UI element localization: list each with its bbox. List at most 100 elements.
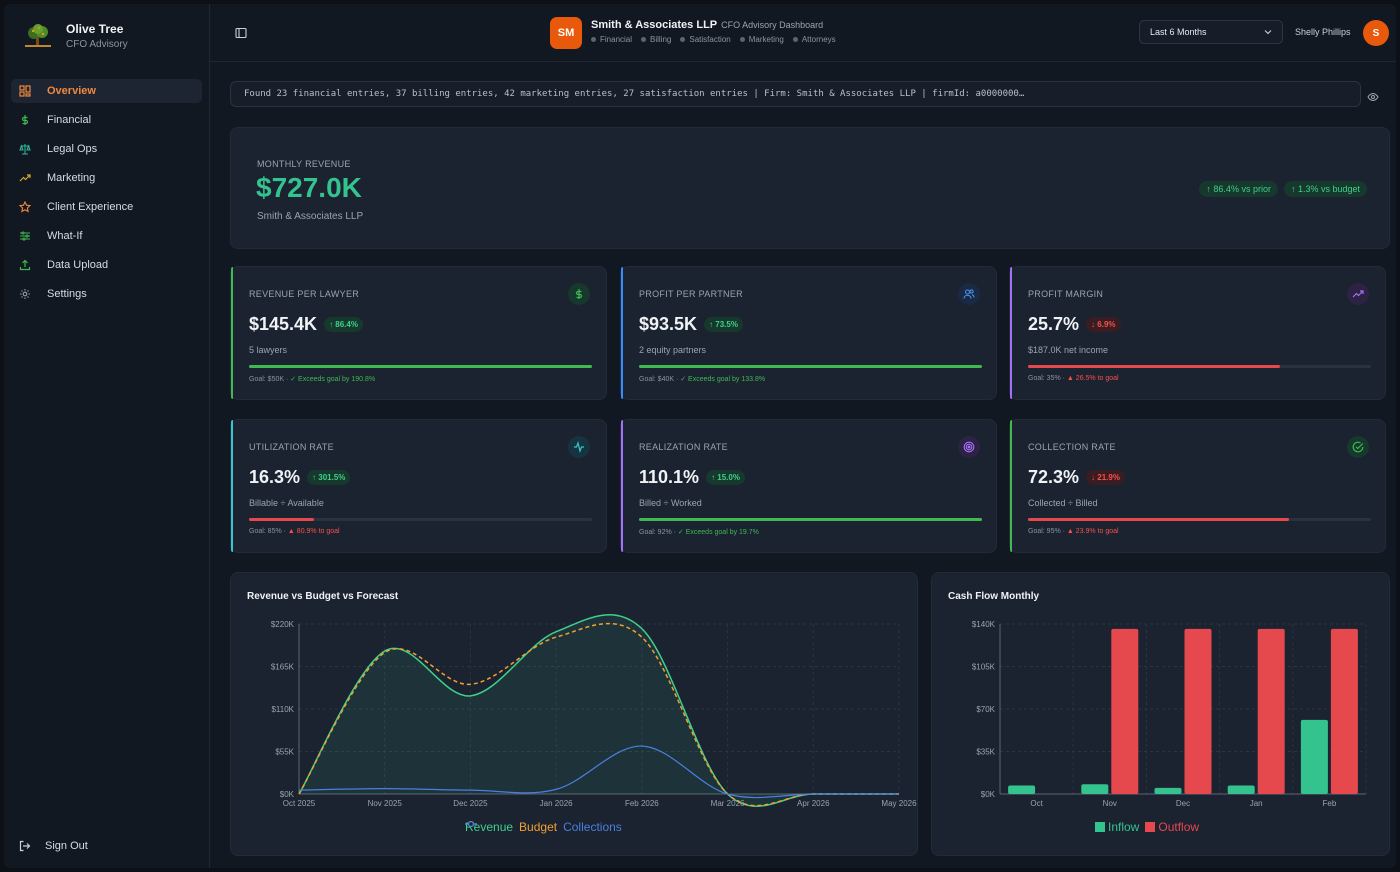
users-icon — [958, 283, 980, 305]
x-tick-label: May 2026 — [881, 799, 917, 808]
brand-subtitle: CFO Advisory — [66, 39, 128, 50]
kpi-subtext: Billable ÷ Available — [249, 498, 324, 508]
badge-vs-budget: ↑ 1.3% vs budget — [1283, 181, 1367, 197]
sidebar-item-client-experience[interactable]: Client Experience — [11, 195, 202, 219]
grid-icon — [19, 85, 31, 97]
legend-item-outflow[interactable]: Outflow — [1145, 820, 1199, 834]
period-select[interactable]: Last 6 Months — [1139, 20, 1283, 44]
cash-flow-chart-title: Cash Flow Monthly — [948, 591, 1040, 602]
kpi-goal-text: Goal: 85% · ▲ 80.9% to goal — [249, 528, 340, 535]
sidebar-toggle-icon[interactable] — [235, 26, 247, 39]
hero-firm: Smith & Associates LLP — [257, 211, 364, 222]
sign-out-label: Sign Out — [45, 840, 88, 852]
legend-item-collections[interactable]: Collections — [465, 820, 622, 834]
kpi-title: PROFIT MARGIN — [1028, 289, 1104, 299]
x-tick-label: Feb — [1323, 799, 1337, 808]
sign-out-button[interactable]: Sign Out — [19, 840, 88, 852]
firm-name: Smith & Associates LLP — [591, 19, 718, 31]
olive-tree-logo-icon — [22, 20, 54, 52]
bar-inflow — [1300, 719, 1328, 794]
sidebar-item-label: Settings — [47, 288, 87, 300]
bar-inflow — [1154, 787, 1182, 794]
kpi-value: $145.4K ↑ 86.4% — [249, 314, 363, 335]
sidebar-item-label: Financial — [47, 114, 92, 126]
revenue-chart: $0K $55K $110K $165K $220K Oct 2025 Nov 2025 De… — [271, 614, 917, 808]
revenue-chart-legend: Revenue Budget Collections — [465, 820, 628, 834]
revenue-chart-title: Revenue vs Budget vs Forecast — [247, 591, 399, 602]
bar-inflow — [1227, 785, 1255, 794]
eye-icon[interactable] — [1367, 89, 1379, 102]
kpi-goal-text: Goal: 92% · ✓ Exceeds goal by 19.7% — [639, 529, 759, 536]
brand-name: Olive Tree — [66, 22, 124, 36]
kpi-delta-badge: ↑ 301.5% — [307, 470, 351, 485]
tag-satisfaction: Satisfaction — [680, 35, 731, 44]
legend-item-budget[interactable]: Budget — [465, 820, 557, 834]
y-tick-label: $55K — [275, 748, 294, 757]
activity-icon — [568, 436, 590, 458]
bar-inflow — [1081, 784, 1109, 794]
y-tick-label: $70K — [976, 705, 995, 714]
firm-title: Smith & Associates LLP CFO Advisory Dashb… — [591, 19, 823, 31]
sidebar-item-label: Data Upload — [47, 259, 109, 271]
revenue-area — [299, 614, 899, 807]
bar-outflow — [1111, 628, 1139, 794]
kpi-progress-bar — [1028, 518, 1371, 521]
kpi-title: PROFIT PER PARTNER — [639, 289, 743, 299]
user-avatar[interactable]: S — [1363, 20, 1389, 46]
bar-outflow — [1184, 628, 1212, 794]
x-tick-label: Jan — [1250, 799, 1263, 808]
sidebar-item-overview[interactable]: Overview — [11, 79, 202, 103]
sidebar-item-financial[interactable]: Financial — [11, 108, 202, 132]
kpi-subtext: Billed ÷ Worked — [639, 498, 702, 508]
hero-value: $727.0K — [256, 172, 362, 203]
sidebar: Olive Tree CFO Advisory Overview Financi… — [4, 4, 210, 868]
kpi-subtext: Collected ÷ Billed — [1028, 498, 1098, 508]
monthly-revenue-card: MONTHLY REVENUE $727.0K Smith & Associat… — [230, 127, 1390, 249]
bar-inflow — [1008, 785, 1036, 794]
sidebar-item-marketing[interactable]: Marketing — [11, 166, 202, 190]
gear-icon — [19, 288, 31, 300]
series-line-collections — [298, 745, 899, 799]
sliders-icon — [19, 230, 31, 242]
kpi-goal-text: Goal: $40K · ✓ Exceeds goal by 133.8% — [639, 376, 766, 383]
sidebar-item-data-upload[interactable]: Data Upload — [11, 253, 202, 277]
kpi-subtext: 5 lawyers — [249, 345, 288, 355]
brand[interactable]: Olive Tree CFO Advisory — [22, 20, 128, 52]
tag-marketing: Marketing — [739, 35, 784, 44]
kpi-goal-text: Goal: 35% · ▲ 26.5% to goal — [1028, 375, 1119, 382]
y-tick-label: $110K — [271, 705, 294, 714]
tag-financial: Financial — [591, 35, 632, 44]
x-tick-label: Jan 2026 — [540, 799, 573, 808]
y-tick-label: $220K — [271, 620, 295, 629]
kpi-card-utilization-rate: UTILIZATION RATE 16.3% ↑ 301.5% Billable … — [230, 419, 607, 553]
tag-billing: Billing — [641, 35, 671, 44]
star-icon — [19, 201, 31, 213]
kpi-delta-badge: ↑ 73.5% — [704, 317, 743, 332]
kpi-delta-badge: ↓ 6.9% — [1086, 317, 1121, 332]
kpi-delta-badge: ↓ 21.9% — [1086, 470, 1125, 485]
sidebar-item-legal-ops[interactable]: Legal Ops — [11, 137, 202, 161]
kpi-value: 16.3% ↑ 301.5% — [249, 467, 351, 488]
bar-outflow — [1330, 628, 1358, 794]
sidebar-item-what-if[interactable]: What-If — [11, 224, 202, 248]
kpi-title: REVENUE PER LAWYER — [249, 289, 360, 299]
sidebar-item-settings[interactable]: Settings — [11, 282, 202, 306]
firm-avatar: SM — [550, 17, 582, 49]
y-tick-label: $105K — [972, 663, 996, 672]
legend-item-inflow[interactable]: Inflow — [1095, 820, 1139, 834]
bar-outflow — [1257, 628, 1285, 794]
kpi-goal-text: Goal: 95% · ▲ 23.9% to goal — [1028, 528, 1119, 535]
x-tick-label: Oct 2025 — [283, 799, 316, 808]
revenue-chart-panel: Revenue vs Budget vs Forecast $0K $55K $11… — [230, 572, 918, 856]
cash-flow-chart-legend: Inflow Outflow — [1095, 820, 1205, 834]
x-tick-label: Mar 2026 — [711, 799, 745, 808]
user-name: Shelly Phillips — [1295, 27, 1351, 37]
kpi-card-profit-per-partner: PROFIT PER PARTNER $93.5K ↑ 73.5% 2 equit… — [620, 266, 997, 400]
period-select-value: Last 6 Months — [1150, 27, 1207, 37]
x-tick-label: Feb 2026 — [625, 799, 659, 808]
app-window: Olive Tree CFO Advisory Overview Financi… — [4, 4, 1396, 868]
hero-label: MONTHLY REVENUE — [257, 159, 351, 169]
kpi-delta-badge: ↑ 86.4% — [324, 317, 363, 332]
x-tick-label: Dec — [1176, 799, 1190, 808]
sidebar-item-label: What-If — [47, 230, 83, 242]
